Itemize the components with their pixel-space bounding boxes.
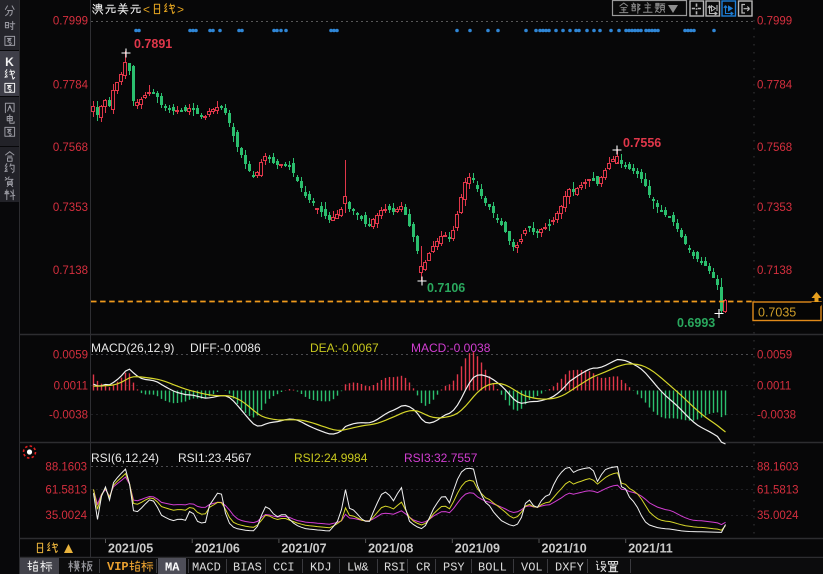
svg-text:0.7035: 0.7035: [758, 306, 796, 320]
svg-text:88.1603: 88.1603: [757, 462, 799, 474]
svg-text:K: K: [5, 55, 14, 69]
svg-text:RSI1:23.4567: RSI1:23.4567: [178, 451, 252, 465]
svg-text:>: >: [177, 3, 184, 17]
svg-text:35.0024: 35.0024: [757, 510, 799, 522]
svg-text:RSI2:24.9984: RSI2:24.9984: [294, 451, 368, 465]
svg-text:2021/11: 2021/11: [628, 542, 673, 556]
svg-text:35.0024: 35.0024: [45, 510, 87, 522]
svg-text:BOLL: BOLL: [478, 561, 507, 574]
svg-text:0.6993: 0.6993: [677, 316, 715, 330]
svg-text:0.0011: 0.0011: [54, 381, 88, 393]
svg-text:CR: CR: [416, 561, 430, 574]
svg-text:2021/08: 2021/08: [368, 542, 413, 556]
svg-text:LW&: LW&: [347, 561, 369, 574]
svg-text:CCI: CCI: [273, 561, 295, 574]
svg-text:0.7138: 0.7138: [53, 265, 88, 277]
svg-text:DXFY: DXFY: [555, 561, 584, 574]
svg-text:VIP: VIP: [107, 560, 129, 574]
svg-text:0.7353: 0.7353: [53, 202, 88, 214]
svg-text:MACD:-0.0038: MACD:-0.0038: [411, 341, 491, 355]
svg-text:0.7784: 0.7784: [757, 80, 793, 92]
svg-text:0.7556: 0.7556: [623, 136, 661, 150]
svg-text:61.5813: 61.5813: [45, 485, 87, 497]
svg-text:0.7784: 0.7784: [53, 80, 89, 92]
svg-text:DIFF:-0.0086: DIFF:-0.0086: [190, 341, 261, 355]
svg-text:BIAS: BIAS: [233, 561, 262, 574]
svg-text:0.0059: 0.0059: [53, 350, 88, 362]
svg-text:2021/09: 2021/09: [455, 542, 500, 556]
svg-text:0.7999: 0.7999: [757, 16, 792, 28]
svg-text:0.7138: 0.7138: [757, 265, 792, 277]
svg-text:2021/07: 2021/07: [281, 542, 326, 556]
svg-text:0.7999: 0.7999: [53, 16, 88, 28]
svg-text:PSY: PSY: [443, 561, 465, 574]
svg-text:RSI3:32.7557: RSI3:32.7557: [404, 451, 478, 465]
svg-text:88.1603: 88.1603: [45, 462, 87, 474]
svg-text:2021/06: 2021/06: [195, 542, 240, 556]
svg-text:0.7353: 0.7353: [757, 202, 792, 214]
svg-text:MACD(26,12,9): MACD(26,12,9): [91, 341, 174, 355]
svg-text:-0.0038: -0.0038: [49, 410, 88, 422]
svg-text:0.0059: 0.0059: [757, 350, 792, 362]
svg-text:0.0011: 0.0011: [757, 381, 791, 393]
svg-text:MA: MA: [165, 561, 180, 574]
svg-text:0.7106: 0.7106: [427, 281, 465, 295]
svg-text:<: <: [143, 3, 150, 17]
svg-text:0.7568: 0.7568: [53, 142, 88, 154]
svg-text:0.7568: 0.7568: [757, 142, 792, 154]
svg-text:KDJ: KDJ: [310, 561, 332, 574]
svg-text:RSI(6,12,24): RSI(6,12,24): [91, 451, 159, 465]
svg-text:-0.0038: -0.0038: [757, 410, 796, 422]
svg-text:61.5813: 61.5813: [757, 485, 799, 497]
svg-text:RSI: RSI: [384, 561, 406, 574]
svg-text:DEA:-0.0067: DEA:-0.0067: [310, 341, 379, 355]
svg-text:MACD: MACD: [192, 561, 221, 574]
svg-text:2021/10: 2021/10: [542, 542, 587, 556]
svg-text:0.7891: 0.7891: [134, 37, 172, 51]
svg-text:2021/05: 2021/05: [108, 542, 153, 556]
svg-text:VOL: VOL: [521, 561, 543, 574]
